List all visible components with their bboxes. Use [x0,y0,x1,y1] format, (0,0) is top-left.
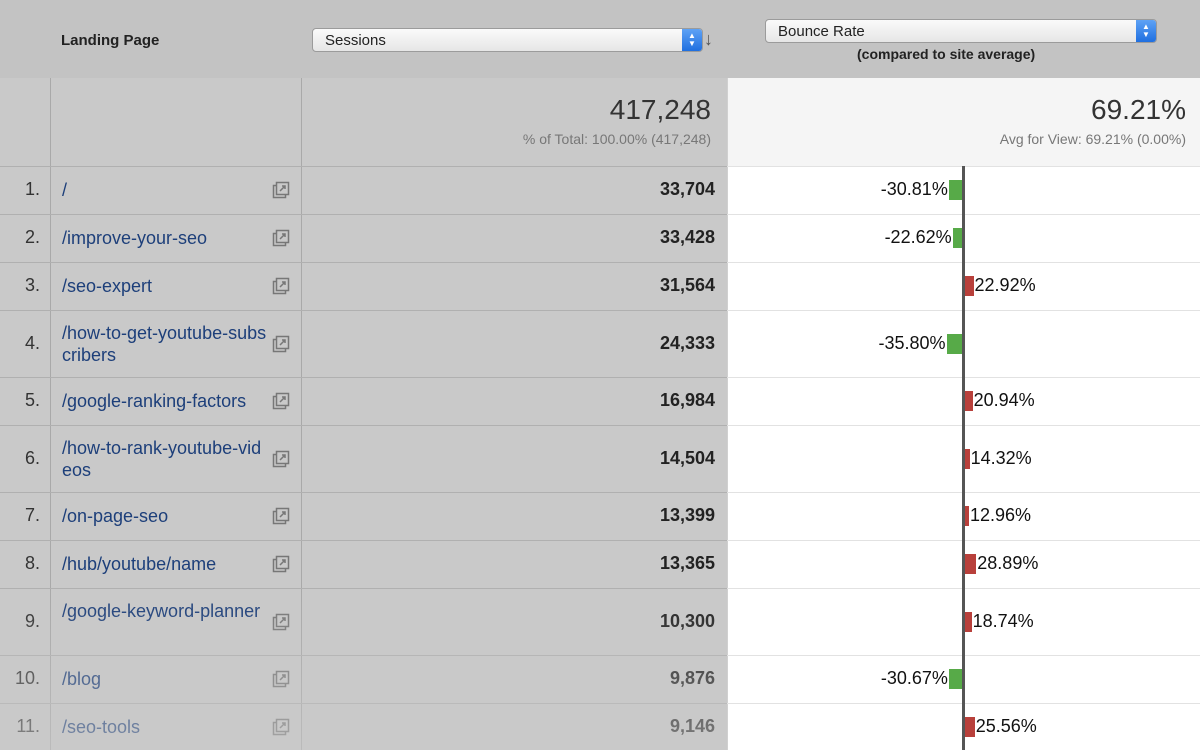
row-divider [0,262,1200,263]
landing-page-link[interactable]: / [62,180,68,200]
bounce-rate-bar [946,333,963,354]
open-in-new-window-icon[interactable] [272,555,290,573]
bounce-rate-bar [963,611,972,632]
bounce-summary-cell [727,78,1200,166]
comparison-axis [962,166,965,750]
sessions-value: 13,399 [659,505,715,525]
sessions-value: 31,564 [659,275,715,295]
bounce-rate-bar [963,716,975,737]
bounce-total: 69.21% [1091,94,1186,125]
bounce-rate-label: 20.94% [973,390,1035,410]
open-in-new-window-icon[interactable] [272,507,290,525]
bounce-total-sub: Avg for View: 69.21% (0.00%) [999,131,1186,147]
row-divider [0,377,1200,378]
row-divider [0,492,1200,493]
row-number: 1. [24,179,40,199]
bounce-rate-bar [952,228,963,248]
row-number: 4. [24,332,40,353]
open-in-new-window-icon[interactable] [272,335,290,353]
bounce-rate-bar [963,554,977,574]
landing-page-link[interactable]: /blog [62,669,102,689]
row-number: 10. [14,668,40,688]
sessions-value: 10,300 [659,610,715,631]
open-in-new-window-icon[interactable] [272,392,290,410]
sessions-total-sub: % of Total: 100.00% (417,248) [522,131,711,147]
sessions-value: 33,704 [659,179,715,199]
primary-metric-value: Sessions [325,32,386,49]
bounce-rate-label: -30.67% [880,668,948,688]
bounce-rate-label: -22.62% [884,227,952,247]
sessions-value: 9,146 [669,715,715,736]
comparison-metric-select[interactable]: Bounce Rate ▲ ▼ [765,19,1157,43]
row-number: 11. [16,715,40,736]
bounce-rate-label: -30.81% [880,179,948,199]
bounce-rate-label: 12.96% [969,505,1032,525]
row-number: 5. [24,390,40,410]
bounce-rate-bar [948,669,963,689]
sessions-total: 417,248 [609,94,711,125]
comparison-metric-value: Bounce Rate [778,23,865,40]
sessions-value: 14,504 [659,447,715,468]
landing-page-link[interactable]: /google-keyword-planner [62,600,261,621]
row-divider [0,310,1200,311]
landing-page-link[interactable]: /hub/youtube/name [62,554,217,574]
row-number: 6. [24,447,40,468]
landing-page-link[interactable]: /seo-tools [62,716,141,737]
row-number: 3. [24,275,40,295]
landing-page-link[interactable]: /how-to-rank-youtube-videos [62,437,262,480]
sessions-value: 16,984 [659,390,715,410]
landing-page-link[interactable]: /improve-your-seo [62,228,208,248]
row-divider [0,166,1200,167]
landing-page-link[interactable]: /on-page-seo [62,506,169,526]
row-divider [0,540,1200,541]
bounce-rate-bar [963,391,973,411]
landing-page-link[interactable]: /how-to-get-youtube-subscribers [62,322,267,365]
bounce-rate-label: 18.74% [972,610,1034,631]
row-number: 9. [24,610,40,631]
open-in-new-window-icon[interactable] [272,277,290,295]
comparison-note: (compared to site average) [857,46,1036,62]
row-number: 7. [24,505,40,525]
row-number: 8. [24,553,40,573]
column-divider [301,78,302,750]
row-number: 2. [24,227,40,247]
landing-page-link[interactable]: /google-ranking-factors [62,391,247,411]
bounce-rate-label: 25.56% [975,715,1037,736]
open-in-new-window-icon[interactable] [272,450,290,468]
sessions-value: 13,365 [659,553,715,573]
bounce-rate-label: 22.92% [974,275,1036,295]
sessions-value: 24,333 [659,332,715,353]
landing-page-link[interactable]: /seo-expert [62,276,153,296]
bounce-rate-label: -35.80% [878,332,946,353]
bounce-rate-bar [963,506,969,526]
sessions-value: 9,876 [669,668,715,688]
bounce-rate-bar [948,180,963,200]
select-arrows-icon: ▲ ▼ [1136,20,1156,42]
sessions-value: 33,428 [659,227,715,247]
open-in-new-window-icon[interactable] [272,613,290,631]
bounce-rate-bar [963,276,974,296]
column-divider [50,78,51,750]
column-divider [727,78,728,750]
sort-descending-icon[interactable]: ↓ [704,29,713,49]
landing-page-header: Landing Page [61,32,160,49]
primary-metric-select[interactable]: Sessions ▲ ▼ [312,28,703,52]
open-in-new-window-icon[interactable] [272,229,290,247]
bounce-rate-label: 28.89% [977,553,1039,573]
bounce-rate-label: 14.32% [970,447,1032,468]
row-divider [0,425,1200,426]
select-arrows-icon: ▲ ▼ [682,29,702,51]
open-in-new-window-icon[interactable] [272,670,290,688]
open-in-new-window-icon[interactable] [272,181,290,199]
row-divider [0,214,1200,215]
open-in-new-window-icon[interactable] [272,718,290,736]
bounce-rate-bar [963,448,970,469]
